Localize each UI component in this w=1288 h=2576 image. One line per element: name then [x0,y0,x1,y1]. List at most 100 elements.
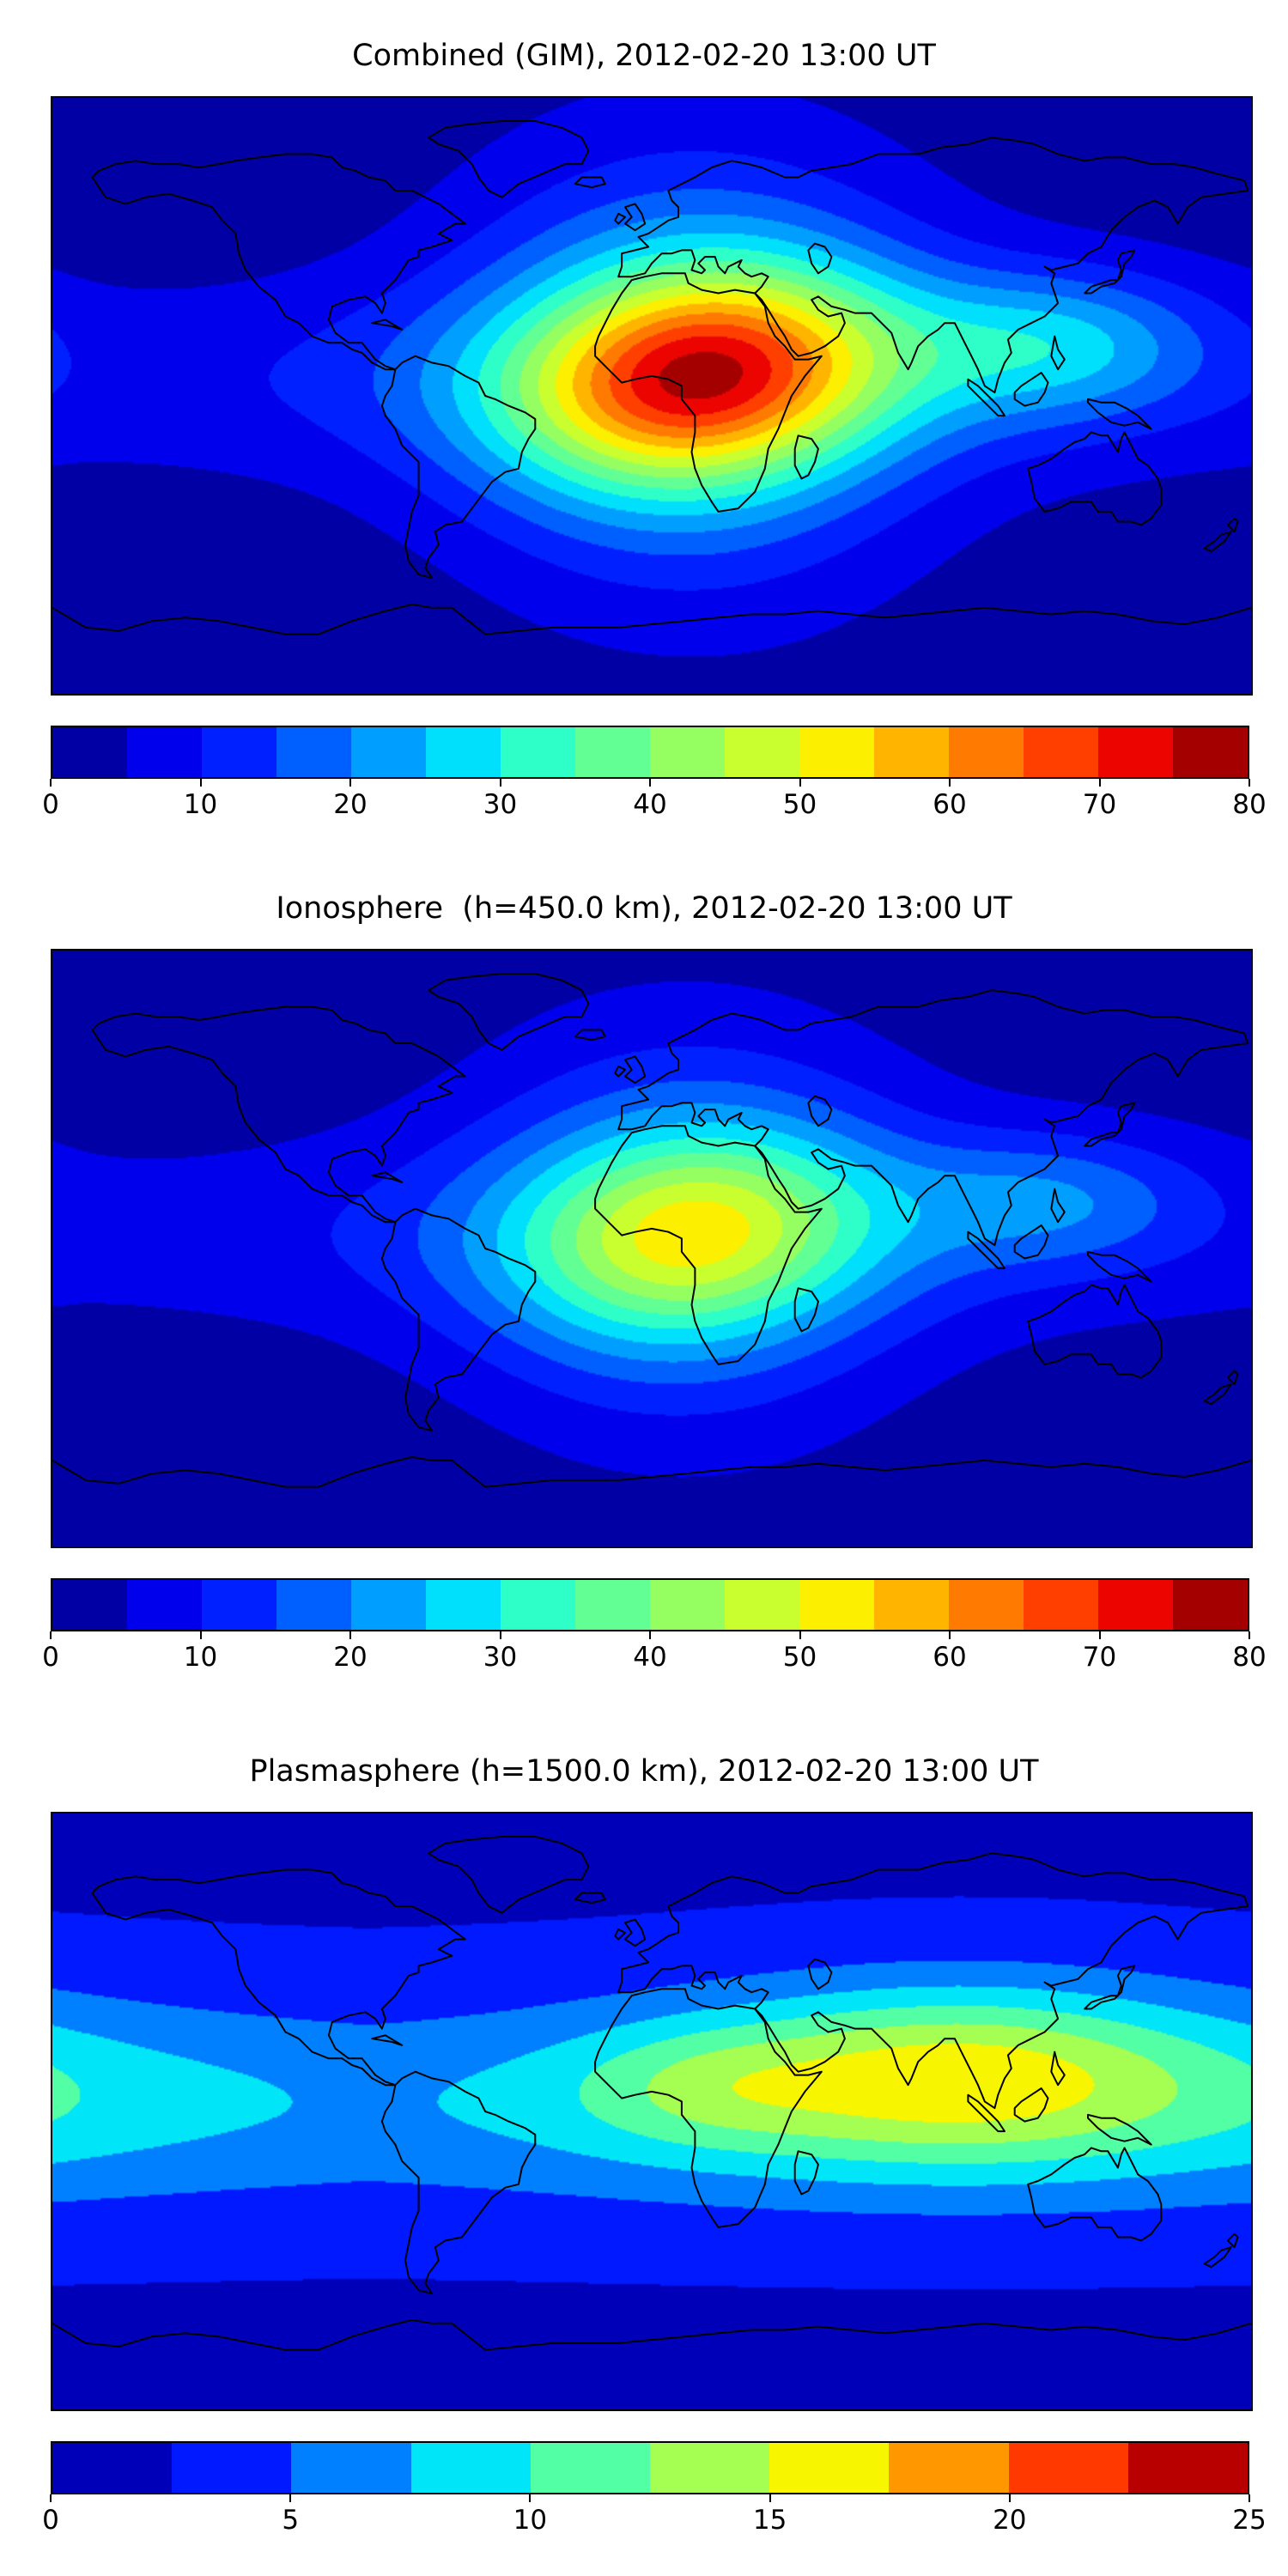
colorbar-segment [650,727,725,777]
colorbar-tick-mark [1249,1631,1250,1639]
colorbar-tick-label: 10 [183,789,218,820]
colorbar-tick-mark [289,2494,292,2502]
colorbar-segment [769,2443,890,2493]
colorbar-tick-label: 80 [1232,789,1267,820]
colorbar-tick-mark [499,779,501,787]
colorbar-tick-label: 20 [993,2505,1027,2536]
coastline-path [1013,2087,1049,2123]
map-ionosphere [51,949,1253,1548]
colorbar-tick-mark [649,779,651,787]
coastline-path [1203,2246,1232,2269]
colorbar-segment [530,2443,651,2493]
coastline-path [1050,2050,1066,2087]
colorbar-segment [52,1580,127,1630]
coastline-path [594,1988,823,2228]
colorbar-segment [725,727,799,777]
colorbar-segment [1098,1580,1173,1630]
coastline-path [807,242,833,275]
colorbar-segment [1127,2443,1249,2493]
coastline-path [371,1171,404,1183]
panel-ionosphere: Ionosphere (h=450.0 km), 2012-02-20 13:0… [0,853,1288,1711]
coastline-path [614,1065,626,1078]
colorbar-tick-label: 10 [183,1642,218,1673]
colorbar-tick-label: 0 [42,2505,59,2536]
coastline-path [1027,2147,1163,2242]
colorbar-segment [725,1580,799,1630]
colorbar-tick-mark [50,2494,52,2502]
colorbar-segment [291,2443,411,2493]
colorbar-tick-mark [1249,779,1250,787]
colorbar-segment [276,727,351,777]
colorbar-segment [575,727,650,777]
colorbar-tick-mark [349,1631,351,1639]
coastline-path [594,272,823,513]
coastline-path [807,1095,833,1127]
panel-title-plasmasphere: Plasmasphere (h=1500.0 km), 2012-02-20 1… [249,1754,1039,1789]
colorbar-segment [1173,727,1248,777]
colorbar-segment [650,1580,725,1630]
coastline-path [574,1892,606,1905]
coastlines-overlay [52,120,1251,635]
colorbar-segment [1098,727,1173,777]
panel-plasmasphere: Plasmasphere (h=1500.0 km), 2012-02-20 1… [0,1716,1288,2574]
tec-field-canvas [52,1814,1251,2409]
coastline-path [1226,1370,1239,1386]
coastline-path [967,2093,1005,2133]
colorbar-segment [1024,1580,1098,1630]
coastline-path [1087,398,1152,430]
colorbar-segment [351,1580,426,1630]
coastlines-overlay [52,973,1251,1488]
colorbar-tick-mark [199,1631,202,1639]
colorbar-tick-label: 10 [513,2505,548,2536]
colorbar-segment [1173,1580,1248,1630]
coastline-path [380,355,537,580]
colorbar-tick-mark [799,779,801,787]
coastline-path [1050,1188,1066,1224]
colorbar-segment [650,2443,770,2493]
panel-title-ionosphere: Ionosphere (h=450.0 km), 2012-02-20 13:0… [276,891,1012,926]
coastline-path [91,1868,466,2087]
colorbar-tick-label: 40 [633,789,667,820]
colorbar-tick-label: 0 [42,1642,59,1673]
coastline-path [574,176,606,189]
coastline-path [617,1852,1249,2110]
coastline-path [1084,1965,1136,2010]
colorbar-tick-label: 20 [333,789,368,820]
colorbar-tick-label: 30 [483,1642,518,1673]
map-combined [51,96,1253,696]
colorbar-segment [874,727,949,777]
colorbar-segment [127,727,202,777]
colorbar-tick-mark [1098,779,1101,787]
colorbar-tick-label: 30 [483,789,518,820]
colorbar-tick-mark [529,2494,532,2502]
colorbar-segment [1024,727,1098,777]
coastline-path [1027,431,1163,526]
coastline-path [1087,1250,1152,1283]
coastline-path [371,319,404,331]
tec-field-canvas [52,98,1251,694]
coastline-path [1226,517,1239,533]
coastline-path [1203,531,1232,553]
coastline-path [1027,1284,1163,1379]
tec-field-canvas [52,951,1251,1546]
coastline-path [380,2070,537,2295]
coastline-path [1050,335,1066,371]
coastline-path [617,989,1249,1247]
colorbar-segment [276,1580,351,1630]
panel-combined: Combined (GIM), 2012-02-20 13:00 UT 0 10 2… [0,0,1288,859]
colorbar-tick-label: 5 [282,2505,300,2536]
coastline-path [793,1287,819,1333]
coastline-path [793,434,819,480]
colorbar-segment [202,727,276,777]
colorbar-segment [351,727,426,777]
colorbar-tick-label: 60 [933,789,967,820]
colorbar-ticks-ionosphere: 0 10 20 30 40 50 60 70 80 [42,1631,1267,1680]
colorbar-segment [426,727,501,777]
coastline-path [1013,1224,1049,1260]
colorbar-tick-mark [349,779,351,787]
coastline-path [1013,372,1049,407]
colorbar-segment [799,1580,874,1630]
coastline-path [624,1918,647,1947]
coastline-path [91,1005,466,1224]
colorbar-segment [949,1580,1024,1630]
